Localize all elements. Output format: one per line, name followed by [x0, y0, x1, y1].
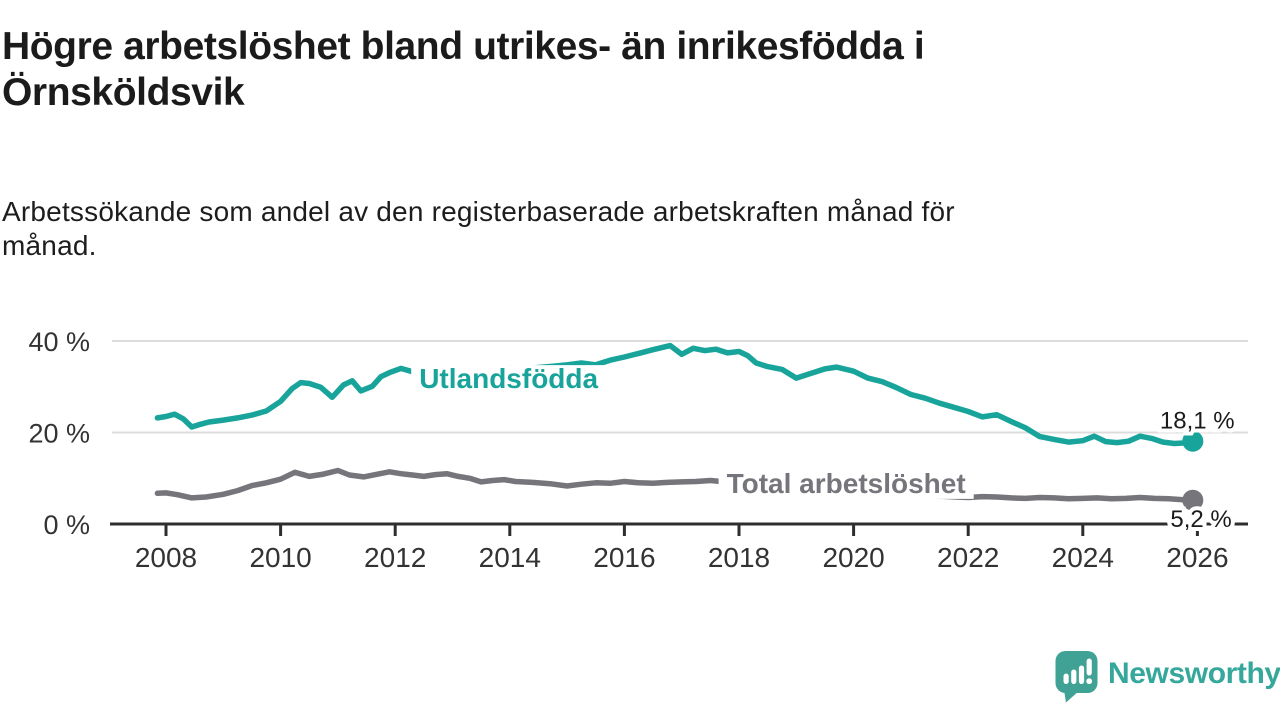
end-dot-total-arbetsloshet — [1182, 489, 1204, 511]
end-value-label-utlandsfodda: 18,1 % — [1160, 407, 1235, 434]
series-label-backdrop — [718, 469, 974, 499]
x-tick-label: 2020 — [822, 542, 884, 573]
end-dot-utlandsfodda — [1182, 430, 1204, 452]
x-tick-label: 2016 — [593, 542, 655, 573]
series-label-utlandsfodda: Utlandsfödda — [419, 363, 598, 394]
y-tick-label: 40 % — [28, 327, 90, 357]
chart-subtitle: Arbetssökande som andel av den registerb… — [2, 195, 955, 263]
chart-subtitle-line: Arbetssökande som andel av den registerb… — [2, 196, 955, 227]
series-line-total-arbetsloshet — [154, 467, 1196, 503]
chart-title-line: Högre arbetslöshet bland utrikes- än inr… — [2, 25, 925, 68]
chart-title: Högre arbetslöshet bland utrikes- än inr… — [2, 24, 925, 116]
x-tick-label: 2022 — [937, 542, 999, 573]
end-value-label-total-arbetsloshet: 5,2 % — [1170, 506, 1231, 533]
x-tick-label: 2012 — [364, 542, 426, 573]
x-tick-label: 2024 — [1052, 542, 1114, 573]
series-label-backdrop — [411, 365, 607, 395]
unemployment-line-chart: 0 % 20 % 40 % 2008 2010 2012 2014 2016 2018 2020 2… — [28, 327, 1248, 573]
x-tick-label: 2018 — [708, 542, 770, 573]
x-tick-label: 2008 — [135, 542, 197, 573]
x-tick-label: 2014 — [479, 542, 541, 573]
series-label-total-arbetsloshet: Total arbetslöshet — [727, 468, 966, 499]
chart-subtitle-line: månad. — [2, 230, 97, 261]
y-tick-label: 0 % — [43, 510, 90, 540]
x-tick-label: 2010 — [249, 542, 311, 573]
bar-chart-speech-bubble-icon — [1055, 651, 1098, 703]
chart-title-line: Örnsköldsvik — [2, 71, 245, 114]
y-tick-label: 20 % — [28, 419, 90, 449]
newsworthy-logo: Newsworthy — [1054, 650, 1280, 703]
series-line-utlandsfodda — [154, 342, 1196, 447]
x-tick-label: 2026 — [1166, 542, 1228, 573]
newsworthy-logo-text: Newsworthy — [1108, 656, 1280, 690]
